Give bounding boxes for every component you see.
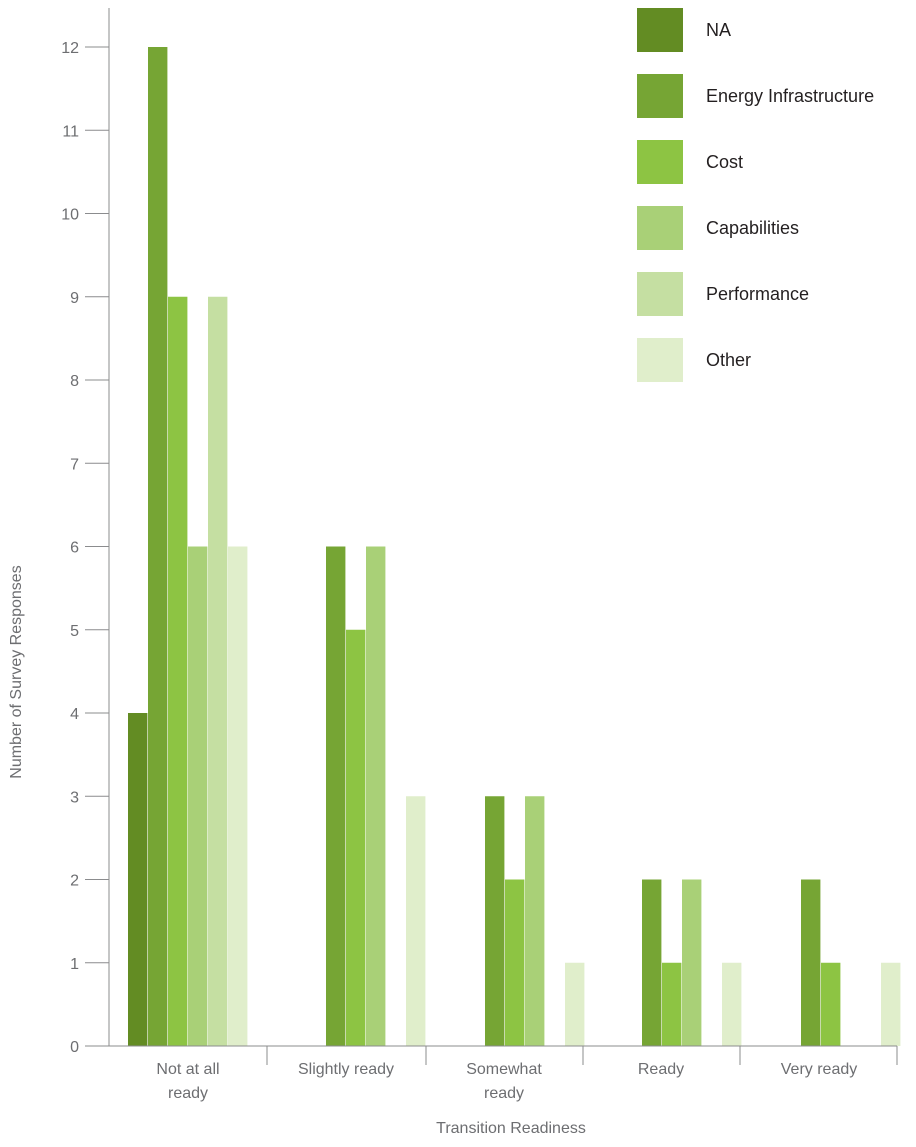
y-tick-label: 12 bbox=[61, 40, 79, 57]
legend-label: Capabilities bbox=[706, 218, 799, 238]
bar-cost-cat5 bbox=[821, 962, 841, 1046]
x-axis-title: Transition Readiness bbox=[436, 1120, 586, 1137]
bar-cost-cat1 bbox=[168, 296, 188, 1046]
legend-swatch-cost bbox=[637, 140, 683, 184]
bar-na-cat1 bbox=[128, 713, 148, 1046]
legend-swatch-na bbox=[637, 8, 683, 52]
legend-swatch-other bbox=[637, 338, 683, 382]
y-tick-label: 5 bbox=[70, 623, 79, 640]
x-tick-label: ready bbox=[168, 1085, 208, 1102]
bar-other-cat4 bbox=[722, 962, 742, 1046]
y-tick-label: 10 bbox=[61, 207, 79, 224]
bar-energy-infrastructure-cat4 bbox=[642, 879, 662, 1046]
bar-cost-cat2 bbox=[346, 629, 366, 1046]
legend-label: NA bbox=[706, 20, 731, 40]
y-tick-label: 2 bbox=[70, 873, 79, 890]
bar-energy-infrastructure-cat2 bbox=[326, 546, 346, 1046]
bar-energy-infrastructure-cat3 bbox=[485, 796, 505, 1046]
x-tick-label: ready bbox=[484, 1085, 524, 1102]
bar-energy-infrastructure-cat1 bbox=[148, 47, 168, 1046]
legend-swatch-capabilities bbox=[637, 206, 683, 250]
x-tick-label: Not at all bbox=[156, 1061, 219, 1078]
bar-capabilities-cat4 bbox=[682, 879, 702, 1046]
x-tick-label: Somewhat bbox=[466, 1061, 542, 1078]
legend-label: Cost bbox=[706, 152, 743, 172]
bar-other-cat5 bbox=[881, 962, 901, 1046]
legend-swatch-energy-infrastructure bbox=[637, 74, 683, 118]
y-tick-label: 9 bbox=[70, 290, 79, 307]
y-tick-label: 0 bbox=[70, 1039, 79, 1056]
y-tick-label: 11 bbox=[62, 123, 79, 140]
bar-performance-cat1 bbox=[208, 296, 228, 1046]
y-tick-label: 3 bbox=[70, 789, 79, 806]
y-tick-label: 4 bbox=[70, 706, 79, 723]
legend-swatch-performance bbox=[637, 272, 683, 316]
legend-label: Energy Infrastructure bbox=[706, 86, 874, 106]
bar-capabilities-cat3 bbox=[525, 796, 545, 1046]
y-tick-label: 7 bbox=[70, 456, 79, 473]
x-axis: Not at all ready Slightly ready Somewhat rea… bbox=[109, 1045, 898, 1102]
bar-other-cat3 bbox=[565, 962, 585, 1046]
bar-other-cat1 bbox=[228, 546, 248, 1046]
legend-label: Other bbox=[706, 350, 751, 370]
bar-capabilities-cat2 bbox=[366, 546, 386, 1046]
legend-label: Performance bbox=[706, 284, 809, 304]
bar-cost-cat4 bbox=[662, 962, 682, 1046]
x-tick-label: Very ready bbox=[781, 1061, 857, 1078]
x-tick-label: Ready bbox=[638, 1061, 684, 1078]
bar-other-cat2 bbox=[406, 796, 426, 1046]
legend: NA Energy Infrastructure Cost Capabilities P… bbox=[637, 8, 874, 382]
y-axis-title: Number of Survey Responses bbox=[8, 565, 25, 778]
y-tick-label: 8 bbox=[70, 373, 79, 390]
bar-energy-infrastructure-cat5 bbox=[801, 879, 821, 1046]
x-tick-label: Slightly ready bbox=[298, 1061, 394, 1078]
bar-capabilities-cat1 bbox=[188, 546, 208, 1046]
y-tick-label: 6 bbox=[70, 540, 79, 557]
bar-cost-cat3 bbox=[505, 879, 525, 1046]
plot-area bbox=[128, 47, 901, 1046]
y-tick-label: 1 bbox=[70, 956, 79, 973]
